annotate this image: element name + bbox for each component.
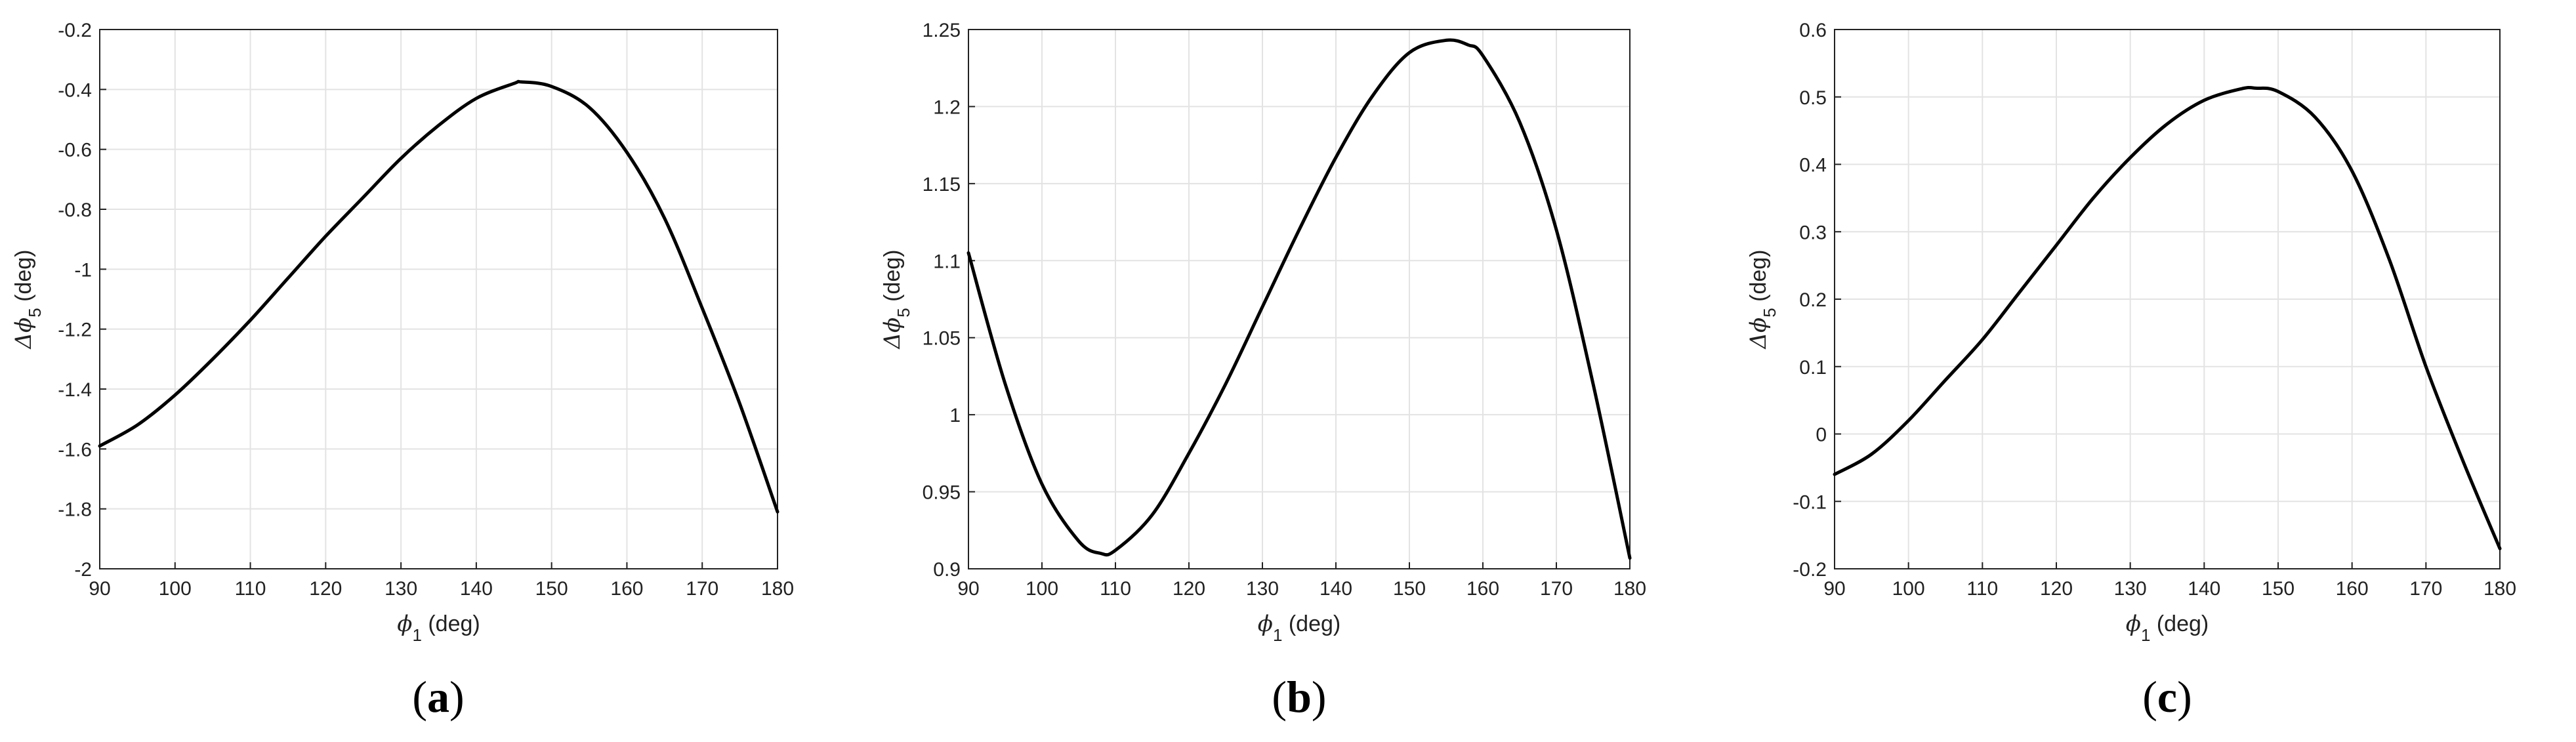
y-tick-label: 0 (1816, 424, 1827, 446)
y-tick-label: 0.95 (923, 482, 961, 504)
axes-frame (968, 29, 1631, 569)
axes-frame (99, 29, 778, 569)
panel-b: 90 100 110 120 130 140 150 160 170 180 0.9 0.95 1 1.0… (879, 20, 1646, 722)
x-tick-label: 90 (1823, 578, 1845, 600)
x-axis-label: ϕ1 (deg) (2126, 611, 2209, 645)
x-tick-label: 150 (2262, 578, 2295, 600)
y-tick-label: -0.8 (58, 199, 92, 221)
x-tick-label: 120 (2040, 578, 2073, 600)
y-axis-label: Δϕ5 (deg) (10, 249, 45, 350)
x-tick-label: 130 (1246, 578, 1279, 600)
x-tick-label: 130 (384, 578, 417, 600)
x-tick-label: 140 (1319, 578, 1352, 600)
y-tick-label: -0.2 (1793, 559, 1827, 581)
y-tick-label: 0.3 (1799, 222, 1827, 243)
y-tick-label: 1.05 (923, 328, 961, 350)
axes-box (99, 29, 778, 569)
series-line (966, 38, 1632, 560)
x-tick-label: 130 (2114, 578, 2147, 600)
x-tick-label: 170 (1540, 578, 1573, 600)
y-tick-label: -1.4 (58, 379, 92, 401)
x-tick-label: 140 (460, 578, 493, 600)
panel-label: (b) (1272, 672, 1326, 722)
y-tick-label: 0.1 (1799, 357, 1827, 379)
x-tick-label: 160 (1466, 578, 1499, 600)
x-tick-label: 140 (2188, 578, 2220, 600)
x-tick-label: 180 (2483, 578, 2516, 600)
y-tick-label: -0.6 (58, 140, 92, 161)
panel-label: (c) (2142, 672, 2192, 722)
axes-box (968, 29, 1631, 569)
x-tick-label: 120 (1173, 578, 1205, 600)
y-tick-label: 0.9 (933, 559, 961, 581)
y-tick-label: -1.6 (58, 439, 92, 461)
x-tick-label: 110 (1100, 578, 1131, 600)
x-tick-label: 160 (610, 578, 643, 600)
panel-a: 90 100 110 120 130 140 150 160 170 180 -2 -1.8 -1.6 -… (10, 20, 794, 722)
y-tick-label: -2 (74, 559, 92, 581)
y-tick-label: 1.15 (923, 174, 961, 196)
y-tick-label: 1.1 (933, 251, 961, 272)
x-tick-label: 100 (1026, 578, 1058, 600)
x-tick-label: 100 (1892, 578, 1925, 600)
x-tick-label: 120 (309, 578, 342, 600)
y-tick-label: -0.2 (58, 20, 92, 41)
y-tick-label: 1 (949, 405, 961, 426)
y-axis-label: Δϕ5 (deg) (879, 249, 913, 350)
x-tick-label: 180 (761, 578, 794, 600)
x-tick-label: 90 (957, 578, 979, 600)
x-axis-label: ϕ1 (deg) (1258, 611, 1340, 645)
y-axis-label: Δϕ5 (deg) (1745, 249, 1779, 350)
series-line (98, 79, 779, 514)
x-tick-label: 90 (89, 578, 110, 600)
y-tick-label: 1.2 (933, 96, 961, 118)
y-tick-label: -1.2 (58, 319, 92, 341)
y-tick-label: 0.4 (1799, 155, 1827, 176)
x-tick-label: 150 (1393, 578, 1426, 600)
y-tick-label: 1.25 (923, 20, 961, 41)
x-tick-label: 160 (2336, 578, 2369, 600)
y-tick-label: 0.6 (1799, 20, 1827, 41)
panel-c: 90 100 110 120 130 140 150 160 170 180 -0.2 -0.1 0 0.… (1745, 20, 2516, 722)
y-tick-label: -0.1 (1793, 491, 1827, 513)
x-tick-label: 110 (235, 578, 266, 600)
x-tick-label: 180 (1613, 578, 1646, 600)
x-tick-label: 170 (2409, 578, 2442, 600)
x-tick-label: 150 (535, 578, 568, 600)
x-tick-label: 170 (686, 578, 718, 600)
y-tick-label: -1.8 (58, 499, 92, 521)
series-line (1833, 85, 2502, 550)
x-tick-label: 100 (159, 578, 192, 600)
y-tick-label: 0.2 (1799, 289, 1827, 311)
x-axis-label: ϕ1 (deg) (397, 611, 480, 645)
x-tick-label: 110 (1966, 578, 1998, 600)
y-tick-label: -1 (74, 259, 92, 281)
panel-label: (a) (412, 672, 464, 722)
y-tick-label: -0.4 (58, 79, 92, 101)
y-tick-label: 0.5 (1799, 87, 1827, 109)
